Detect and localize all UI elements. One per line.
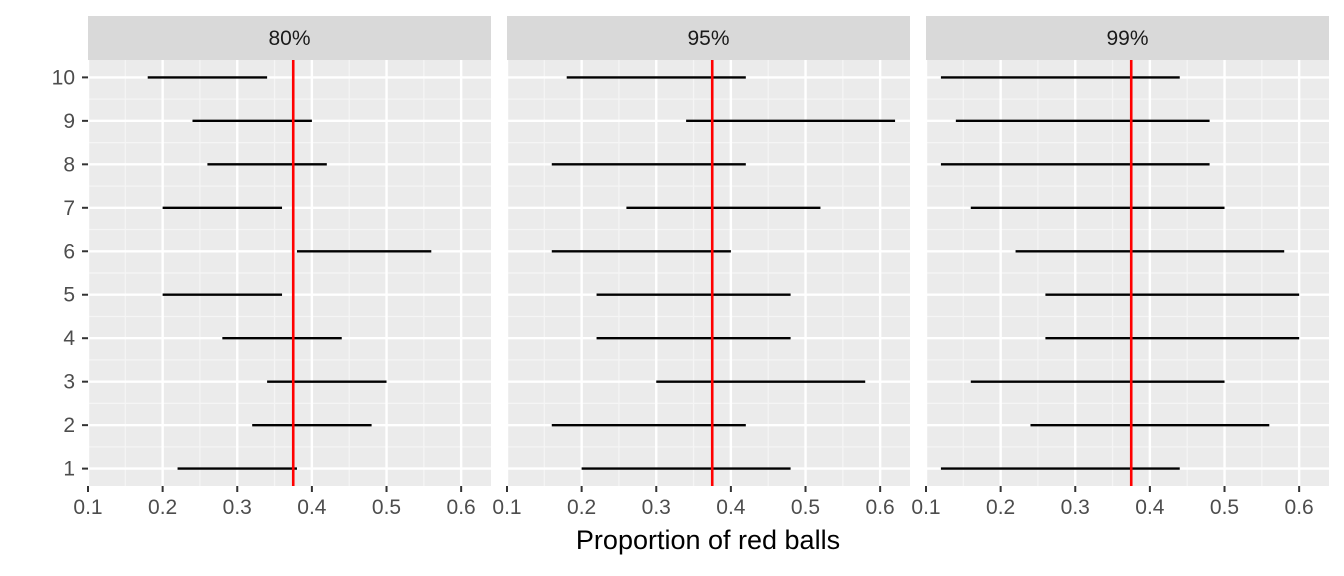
y-tick-label: 3 [63,371,75,394]
x-tick-label: 0.6 [1285,496,1314,519]
x-tick-label: 0.3 [223,496,252,519]
y-axis: 1 2 3 4 5 6 7 8 9 10 [52,66,88,481]
y-tick-label: 5 [63,284,75,307]
x-tick-label: 0.1 [73,496,102,519]
x-tick-label: 0.6 [866,496,895,519]
y-tick-label: 8 [63,153,75,176]
y-tick-label: 1 [63,458,75,481]
facet-panel-1: 80% 0.1 0.2 0.3 0.4 0.5 0.6 [73,16,491,519]
y-tick-label: 7 [63,197,75,220]
x-tick-label: 0.4 [1135,496,1165,519]
y-tick-label: 2 [63,414,75,437]
facet-strip [926,16,1329,60]
x-tick-label: 0.2 [986,496,1015,519]
facet-strip [88,16,491,60]
facet-strip [507,16,910,60]
x-tick-label: 0.3 [1061,496,1090,519]
facet-panels: 80% 0.1 0.2 0.3 0.4 0.5 0.6 95% 0.1 0.2 0.3 0.4 0.5 0… [73,16,1329,519]
x-tick-label: 0.2 [148,496,177,519]
x-tick-label: 0.2 [567,496,596,519]
facet-panel-2: 95% 0.1 0.2 0.3 0.4 0.5 0.6 [492,16,910,519]
x-tick-label: 0.5 [372,496,401,519]
facet-panel-3: 99% 0.1 0.2 0.3 0.4 0.5 0.6 [911,16,1329,519]
x-tick-label: 0.5 [791,496,820,519]
y-tick-label: 10 [52,66,75,89]
x-tick-label: 0.1 [911,496,940,519]
y-tick-label: 6 [63,240,75,263]
x-tick-label: 0.4 [716,496,746,519]
x-tick-label: 0.6 [447,496,476,519]
x-tick-label: 0.5 [1210,496,1239,519]
y-tick-label: 9 [63,110,75,133]
x-axis-title: Proportion of red balls [576,525,840,555]
facet-strip-label: 99% [1106,27,1148,50]
x-tick-label: 0.3 [642,496,671,519]
x-tick-label: 0.4 [297,496,327,519]
facet-strip-label: 95% [687,27,729,50]
x-tick-label: 0.1 [492,496,521,519]
y-tick-label: 4 [63,327,75,350]
facet-strip-label: 80% [268,27,310,50]
